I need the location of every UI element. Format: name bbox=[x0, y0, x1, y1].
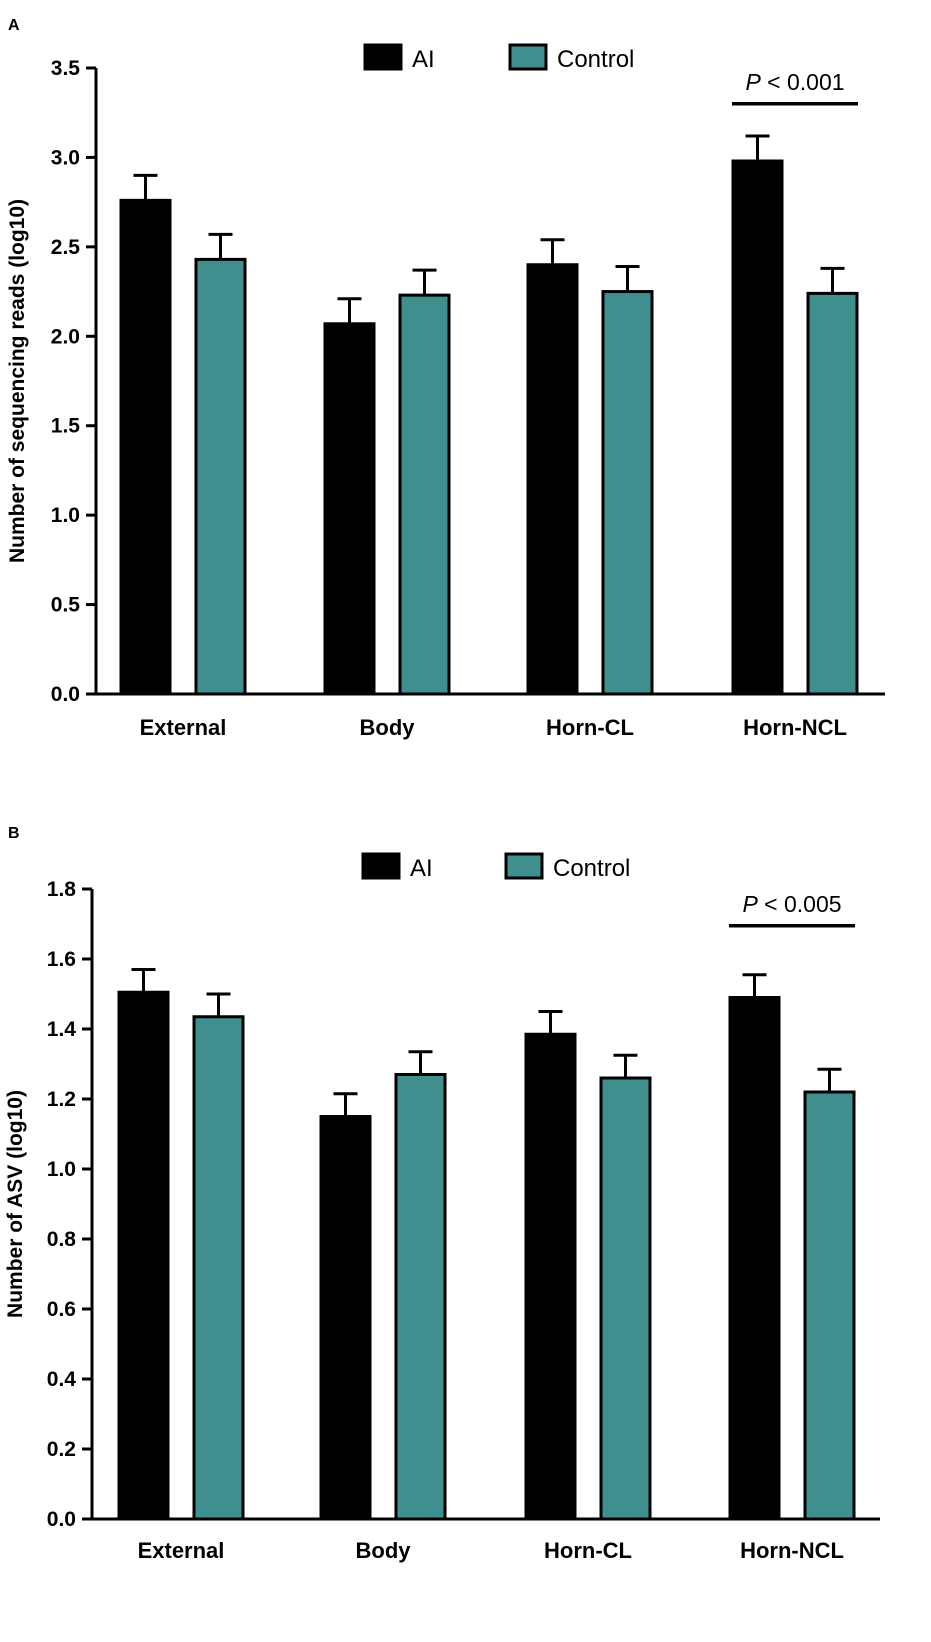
chart-b-legend-label-ai: AI bbox=[410, 855, 433, 882]
chart-a-y-tick-label-5: 2.5 bbox=[51, 236, 81, 259]
chart-a-y-tick-label-2: 1.0 bbox=[51, 504, 80, 527]
chart-b-bar-ai-2 bbox=[524, 1032, 577, 1521]
chart-a-x-tick-label-3: Horn-NCL bbox=[743, 715, 847, 740]
chart-a-x-tick-label-2: Horn-CL bbox=[546, 715, 634, 740]
chart-b-y-tick-label-7: 1.4 bbox=[47, 1018, 77, 1041]
chart-b-bar-ai-0 bbox=[117, 990, 170, 1521]
chart-a-y-tick-label-6: 3.0 bbox=[51, 146, 80, 169]
chart-b-y-tick-label-5: 1.0 bbox=[47, 1158, 76, 1181]
chart-b-y-tick-label-2: 0.4 bbox=[47, 1368, 77, 1391]
chart-b-bar-ai-1 bbox=[319, 1115, 372, 1521]
chart-a-x-tick-label-1: Body bbox=[360, 715, 416, 740]
chart-a-legend-label-ai: AI bbox=[412, 46, 435, 73]
chart-b-legend-label-control: Control bbox=[553, 855, 630, 882]
chart-b-significance-value: < 0.005 bbox=[758, 891, 842, 917]
chart-a-bar-control-1 bbox=[398, 293, 451, 696]
chart-a-significance-label: P < 0.001 bbox=[745, 69, 844, 95]
chart-a-bar-control-0 bbox=[194, 257, 247, 696]
chart-a-bar-ai-0 bbox=[119, 198, 172, 696]
chart-a-significance-p: P bbox=[745, 69, 761, 95]
chart-b-significance-label: P < 0.005 bbox=[742, 891, 841, 917]
chart-b-y-axis-label: Number of ASV (log10) bbox=[4, 1090, 27, 1318]
chart-b-y-tick-label-0: 0.0 bbox=[47, 1508, 76, 1531]
chart-b-x-tick-label-0: External bbox=[138, 1538, 225, 1563]
chart-b-y-tick-label-8: 1.6 bbox=[47, 948, 76, 971]
chart-b-bar-control-0 bbox=[192, 1015, 245, 1521]
chart-b-bar-control-1 bbox=[394, 1073, 447, 1521]
chart-a-bar-control-2 bbox=[601, 290, 654, 696]
chart-a-bar-control-3 bbox=[806, 291, 859, 696]
chart-a-y-tick-label-0: 0.0 bbox=[51, 683, 80, 706]
chart-b-y-tick-label-1: 0.2 bbox=[47, 1438, 76, 1461]
chart-a-bar-ai-2 bbox=[526, 263, 579, 696]
chart-a-y-tick-label-1: 0.5 bbox=[51, 594, 81, 617]
chart-b-legend-swatch-ai bbox=[361, 852, 401, 880]
chart-b-bar-ai-3 bbox=[728, 996, 781, 1521]
chart-a-y-tick-label-3: 1.5 bbox=[51, 415, 81, 438]
chart-a-legend-swatch-control bbox=[508, 43, 548, 71]
chart-b-x-tick-label-3: Horn-NCL bbox=[740, 1538, 844, 1563]
chart-a-x-tick-label-0: External bbox=[140, 715, 227, 740]
chart-a-significance-value: < 0.001 bbox=[761, 69, 845, 95]
chart-b-y-tick-label-3: 0.6 bbox=[47, 1298, 76, 1321]
chart-a-legend-label-control: Control bbox=[557, 46, 634, 73]
chart-a-legend-swatch-ai bbox=[363, 43, 403, 71]
chart-a-y-tick-label-4: 2.0 bbox=[51, 325, 80, 348]
chart-b-bar-control-3 bbox=[803, 1090, 856, 1521]
chart-b-x-tick-label-2: Horn-CL bbox=[544, 1538, 632, 1563]
chart-b-y-tick-label-9: 1.8 bbox=[47, 878, 77, 901]
chart-b-y-tick-label-6: 1.2 bbox=[47, 1088, 76, 1111]
chart-b-x-tick-label-1: Body bbox=[356, 1538, 412, 1563]
chart-b-bar-control-2 bbox=[599, 1076, 652, 1521]
chart-b-panel-letter: B bbox=[8, 825, 20, 842]
chart-b-legend-swatch-control bbox=[504, 852, 544, 880]
chart-b-significance-p: P bbox=[742, 891, 758, 917]
chart-a-panel-letter: A bbox=[8, 17, 20, 34]
chart-a-y-axis-label: Number of sequencing reads (log10) bbox=[6, 199, 29, 563]
chart-b-y-tick-label-4: 0.8 bbox=[47, 1228, 77, 1251]
chart-a-y-tick-label-7: 3.5 bbox=[51, 57, 81, 80]
chart-a-bar-ai-1 bbox=[323, 322, 376, 696]
chart-a-bar-ai-3 bbox=[731, 159, 784, 696]
